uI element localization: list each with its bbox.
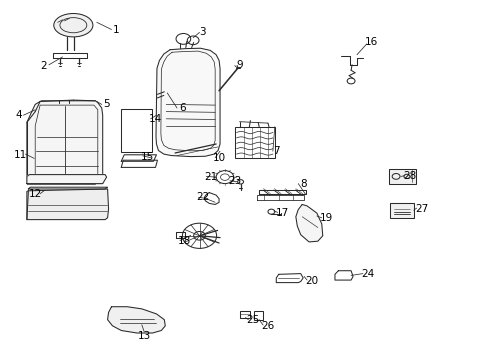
Text: 28: 28	[402, 171, 416, 181]
Text: 26: 26	[261, 321, 274, 331]
Text: 27: 27	[414, 204, 427, 214]
Text: 20: 20	[305, 276, 318, 286]
Ellipse shape	[54, 13, 93, 37]
Text: 24: 24	[360, 269, 374, 279]
Bar	[388, 169, 415, 184]
Text: 19: 19	[319, 213, 333, 223]
Text: 1: 1	[113, 24, 120, 35]
Bar	[254, 311, 263, 320]
Text: 17: 17	[275, 208, 289, 218]
Text: 21: 21	[204, 172, 218, 182]
Text: 9: 9	[236, 60, 243, 70]
Polygon shape	[27, 189, 108, 220]
Bar	[121, 109, 151, 152]
Text: 13: 13	[137, 330, 151, 341]
Text: 25: 25	[246, 315, 260, 325]
Text: 2: 2	[41, 60, 47, 71]
Text: 7: 7	[272, 146, 279, 156]
Bar	[389, 203, 413, 218]
Text: 15: 15	[141, 152, 154, 162]
Polygon shape	[295, 204, 322, 242]
Text: 23: 23	[227, 176, 241, 186]
Polygon shape	[107, 307, 165, 333]
Bar	[234, 127, 274, 158]
Text: 11: 11	[14, 150, 27, 160]
Bar	[239, 311, 250, 318]
Text: 5: 5	[103, 99, 110, 109]
Text: 8: 8	[299, 179, 306, 189]
Text: 22: 22	[196, 192, 209, 202]
Text: 4: 4	[15, 110, 22, 120]
Text: 10: 10	[212, 153, 225, 163]
Text: 14: 14	[148, 114, 162, 124]
Polygon shape	[156, 48, 220, 157]
Polygon shape	[27, 101, 102, 184]
Text: 12: 12	[28, 189, 42, 199]
Text: 6: 6	[179, 103, 185, 113]
Text: 16: 16	[364, 37, 378, 48]
Text: 18: 18	[178, 236, 191, 246]
Text: 3: 3	[199, 27, 206, 37]
Polygon shape	[27, 175, 106, 184]
